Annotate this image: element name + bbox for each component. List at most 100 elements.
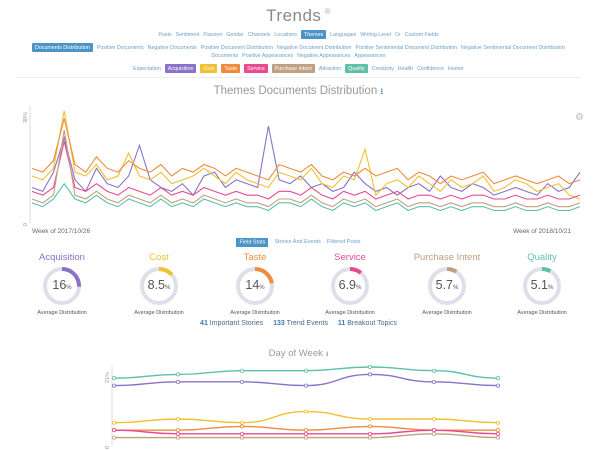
tab-stories-and-events[interactable]: Stories And Events [274,239,321,245]
nav-row-metrics-2: Documents Positive Appearances Negative Ap… [0,53,597,59]
point-acquisition-5 [431,379,436,384]
important-stories-link[interactable]: 41 Important Stories [200,320,263,327]
metric-tab-positive-document-distribution[interactable]: Positive Document Distribution [200,44,273,51]
metric-tab-documents[interactable]: Documents [211,53,239,59]
metric-ring: 16% [42,266,82,306]
series-line-acquisition [31,126,581,197]
point-acquisition-6 [495,383,500,388]
nav-row-themes: Expectation Acquisition Cost Taste Service Pu… [0,64,597,73]
point-taste-3 [303,428,308,433]
tab-field-stats[interactable]: Field Stats [236,237,269,247]
topics-label: Breakout Topics [347,320,397,327]
main-chart-title-text: Themes Documents Distribution [213,85,378,97]
series-line-cost [31,110,581,200]
metric-tab-negative-sentimental-document-distribution[interactable]: Negative Sentimental Document Distributi… [461,44,565,51]
download-icon[interactable]: ⭳ [325,351,329,358]
main-line-chart: 30% 0 [23,106,581,226]
nav-item-custom-fields[interactable]: Custom Fields [404,31,439,38]
topics-count: 11 [337,320,346,327]
ring-fill [523,267,561,305]
divider [16,77,581,78]
theme-chip-quality[interactable]: Quality [345,64,368,73]
trademark-mark: ® [324,7,331,17]
metric-avg-label: Average Distribution [230,310,280,316]
nav-item-or: Or [394,31,401,38]
tab-filtered-posts[interactable]: Filtered Posts [326,239,361,245]
metric-tab-appearances[interactable]: Appearances [354,53,386,59]
metric-value: 8.5% [147,278,171,292]
metric-avg-label: Average Distribution [422,310,472,316]
point-taste-4 [367,424,372,429]
metric-ring: 5.7% [427,266,467,306]
nav-item-themes[interactable]: Themes [301,30,327,39]
metric-value: 6.9% [338,278,362,292]
events-count: 133 [273,320,285,327]
trend-events-link[interactable]: 133 Trend Events [273,320,328,327]
point-quality-3 [303,368,308,373]
theme-chip-taste[interactable]: Taste [221,64,241,73]
ring-gauge [236,267,274,305]
point-service-3 [303,431,308,436]
metric-name: Taste [243,252,267,263]
nav-item-posts[interactable]: Posts [158,31,172,38]
y-tick-bottom: 0 [23,223,29,226]
breakout-topics-link[interactable]: 11 Breakout Topics [338,320,397,327]
counts-row: 41 Important Stories 133 Trend Events 11… [0,320,597,327]
dow-chart-title-text: Day of Week [268,348,323,359]
theme-chip-attraction[interactable]: Attraction [318,65,342,72]
point-acquisition-1 [176,379,181,384]
theme-chip-acquisition[interactable]: Acquisition [164,64,197,73]
metric-tab-negative-appearances[interactable]: Negative Appearances [297,53,351,59]
theme-chip-health[interactable]: Health [397,65,414,72]
point-service-5 [431,428,436,433]
metric-tab-positive-documents[interactable]: Positive Documents [96,44,144,51]
theme-chip-humor[interactable]: Humor [447,65,464,72]
point-taste-2 [239,424,244,429]
metric-name: Cost [149,252,169,263]
point-quality-1 [176,372,181,377]
theme-chip-service[interactable]: Service [244,64,268,73]
nav-item-channels[interactable]: Channels [247,31,271,38]
theme-chip-confidence[interactable]: Confidence [417,65,444,72]
theme-chip-cost[interactable]: Cost [200,64,218,73]
nav-item-writing-level[interactable]: Writing Level [360,31,391,38]
nav-item-gender[interactable]: Gender [226,31,244,38]
nav-item-passion[interactable]: Passion [203,31,223,38]
metric-ring: 5.1% [522,266,562,306]
point-cost-5 [431,417,436,422]
metric-tab-positive-appearances[interactable]: Positive Appearances [242,53,294,59]
point-purchase-intent-6 [495,435,500,440]
theme-chip-expectation[interactable]: Expectation [133,65,161,72]
metric-value: 5.7% [435,278,459,292]
metric-name: Purchase Intent [413,252,481,263]
point-quality-0 [111,376,116,381]
events-label: Trend Events [286,320,328,327]
nav-item-languages[interactable]: Languages [330,31,357,38]
theme-chip-creativity[interactable]: Creativity [371,65,394,72]
ring-gauge [523,267,561,305]
nav-item-locations[interactable]: Locations [274,31,298,38]
metric-taste: Taste 14% Average Distribution [210,252,300,316]
download-icon[interactable]: ⭳ [380,86,384,96]
point-quality-4 [367,365,372,370]
x-axis-start-label: Week of 2017/10/26 [32,228,91,235]
page-title: Trends ® [0,6,597,26]
metric-tab-negative-documents[interactable]: Negative Documents [147,44,197,51]
metric-quality: Quality 5.1% Average Distribution [497,252,587,316]
metric-name: Service [334,252,366,263]
theme-chip-purchase-intent[interactable]: Purchase Intent [271,64,315,73]
dow-chart-title: Day of Week ⭳ [0,348,597,361]
nav-row-dimensions: Posts Sentiment Passion Gender Channels Locat… [0,30,597,39]
metric-tab-documents-distribution[interactable]: Documents Distribution [32,43,93,52]
metric-tab-negative-document-distribution[interactable]: Negative Document Distribution [276,44,352,51]
nav-item-sentiment[interactable]: Sentiment [175,31,200,38]
point-cost-6 [495,420,500,425]
y-tick-bottom: 0 [105,446,111,449]
metric-purchase-intent: Purchase Intent 5.7% Average Distribution [402,252,492,316]
metric-ring: 14% [235,266,275,306]
metric-name: Acquisition [39,252,85,263]
point-acquisition-4 [367,372,372,377]
ring-gauge [428,267,466,305]
gear-icon[interactable]: ⚙ [575,112,584,123]
metric-tab-positive-sentimental-document-distribution[interactable]: Positive Sentimental Document Distributi… [355,44,458,51]
